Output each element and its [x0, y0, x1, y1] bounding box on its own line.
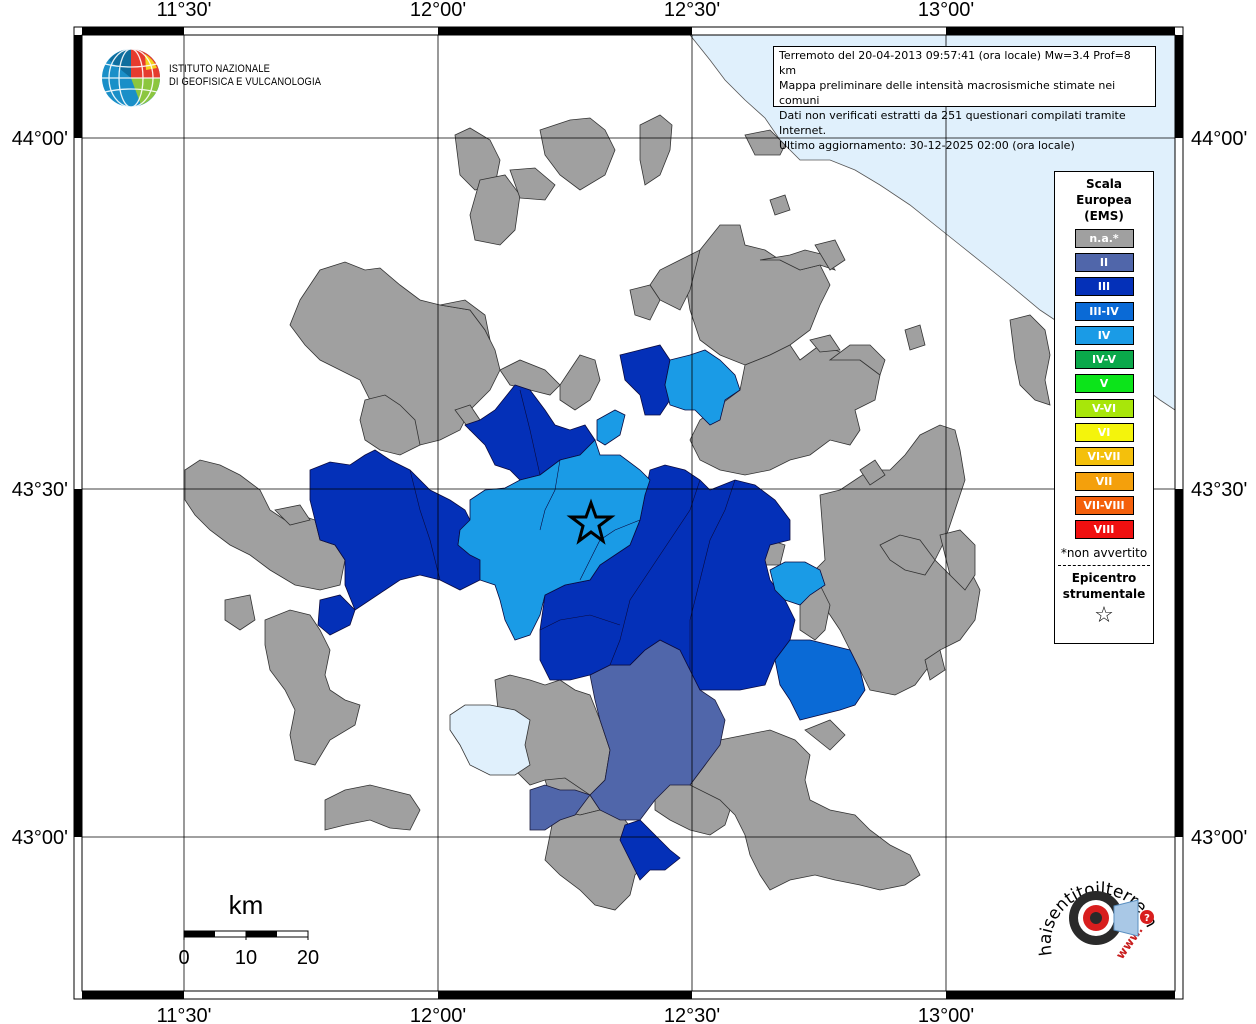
legend-item: VIII: [1055, 518, 1153, 542]
globe-icon: [102, 48, 160, 108]
event-info-line2: Mappa preliminare delle intensità macros…: [779, 79, 1116, 107]
lat-label: 44°00': [1191, 128, 1247, 150]
legend-item: VI: [1055, 420, 1153, 444]
legend-epicenter-label: Epicentro strumentale: [1055, 570, 1153, 602]
scale-tick-label: 0: [178, 947, 189, 969]
legend-title-line2: Europea: [1076, 193, 1132, 207]
legend-title-line1: Scala: [1085, 177, 1123, 191]
legend-item: V-VI: [1055, 396, 1153, 420]
legend-swatch: n.a.*: [1074, 228, 1134, 248]
latitude-labels-right: 44°00' 43°30' 43°00': [1191, 128, 1247, 849]
legend-swatch: IV-V: [1074, 350, 1134, 370]
legend-item: IV-V: [1055, 347, 1153, 371]
event-info-line4: Ultimo aggiornamento: 30-12-2025 02:00 (…: [779, 139, 1075, 152]
legend-item: V: [1055, 372, 1153, 396]
lon-label: 12°30': [664, 1005, 720, 1024]
legend-swatch: V: [1074, 374, 1134, 394]
intensity-III-IV-area: [774, 639, 866, 721]
lon-label: 12°00': [410, 0, 466, 21]
lat-label: 43°00': [1191, 827, 1247, 849]
legend-swatch: IV: [1074, 325, 1134, 345]
scale-tick-label: 10: [235, 947, 257, 969]
lon-label: 12°00': [410, 1005, 466, 1024]
map-frame: [73, 26, 1184, 1000]
lon-label: 11°30': [157, 1005, 212, 1024]
lon-label: 11°30': [157, 0, 212, 21]
legend-title: Scala Europea (EMS): [1055, 176, 1153, 224]
ingv-name: ISTITUTO NAZIONALE DI GEOFISICA E VULCAN…: [169, 63, 321, 89]
scale-unit: km: [229, 890, 264, 920]
legend-swatch: II: [1074, 252, 1134, 272]
ingv-name-line2: DI GEOFISICA E VULCANOLOGIA: [169, 76, 322, 88]
event-info-box: Terremoto del 20-04-2013 09:57:41 (ora l…: [773, 46, 1156, 152]
lat-label: 43°30': [1191, 479, 1247, 501]
graticule: [82, 35, 1175, 991]
na-municipalities: [184, 114, 1051, 911]
legend-swatch: VIII: [1074, 520, 1134, 540]
legend-item: VII: [1055, 469, 1153, 493]
lon-label: 13°00': [918, 1005, 974, 1024]
legend-swatch: V-VI: [1074, 398, 1134, 418]
legend-swatch: VII-VIII: [1074, 495, 1134, 515]
longitude-labels-bottom: 11°30' 12°00' 12°30' 13°00': [157, 1005, 975, 1024]
legend-item: III-IV: [1055, 299, 1153, 323]
ingv-name-line1: ISTITUTO NAZIONALE: [169, 63, 271, 75]
scale-bar: km 0 10 20: [176, 888, 336, 974]
megaphone-icon: [1113, 899, 1139, 937]
legend-swatch: VI: [1074, 423, 1134, 443]
legend-items: n.a.* II III III-IV IV IV-V V V-VI VI VI-VII VII VI…: [1055, 226, 1153, 542]
svg-text:?: ?: [1144, 913, 1150, 924]
legend-item: VI-VII: [1055, 445, 1153, 469]
epicenter-star-icon: [566, 498, 616, 545]
municipal-borders: [409, 389, 736, 670]
legend-title-line3: (EMS): [1084, 209, 1124, 223]
lat-label: 44°00': [12, 128, 68, 150]
legend-item: II: [1055, 250, 1153, 274]
legend-swatch: III: [1074, 277, 1134, 297]
event-info-line3: Dati non verificati estratti da 251 ques…: [779, 109, 1126, 137]
lat-label: 43°30': [12, 479, 68, 501]
intensity-legend: Scala Europea (EMS) n.a.* II III III-IV IV IV…: [1054, 171, 1154, 644]
legend-star-icon: ☆: [1094, 602, 1114, 628]
legend-note: *non avvertito: [1060, 545, 1148, 560]
lat-label: 43°00': [12, 827, 68, 849]
legend-item: n.a.*: [1055, 226, 1153, 250]
latitude-labels-left: 44°00' 43°30' 43°00': [12, 128, 68, 849]
legend-separator: [1058, 564, 1150, 566]
ingv-logo: [101, 48, 311, 110]
legend-epicenter-line1: Epicentro: [1071, 570, 1137, 585]
legend-item: III: [1055, 275, 1153, 299]
scale-tick-label: 20: [297, 947, 319, 969]
intensity-IV-area: [457, 349, 826, 641]
lon-label: 12°30': [664, 0, 720, 21]
legend-item: VII-VIII: [1055, 493, 1153, 517]
legend-epicenter-line2: strumentale: [1062, 586, 1146, 601]
longitude-labels-top: 11°30' 12°00' 12°30' 13°00': [157, 0, 975, 21]
legend-swatch: VI-VII: [1074, 447, 1134, 467]
legend-swatch: VII: [1074, 471, 1134, 491]
event-info-line1: Terremoto del 20-04-2013 09:57:41 (ora l…: [779, 49, 1131, 77]
lake-area: [449, 704, 531, 776]
haisentito-logo: haisentitoilterremoto.it www. ?: [1025, 845, 1170, 980]
legend-swatch: III-IV: [1074, 301, 1134, 321]
legend-item: IV: [1055, 323, 1153, 347]
lon-label: 13°00': [918, 0, 974, 21]
